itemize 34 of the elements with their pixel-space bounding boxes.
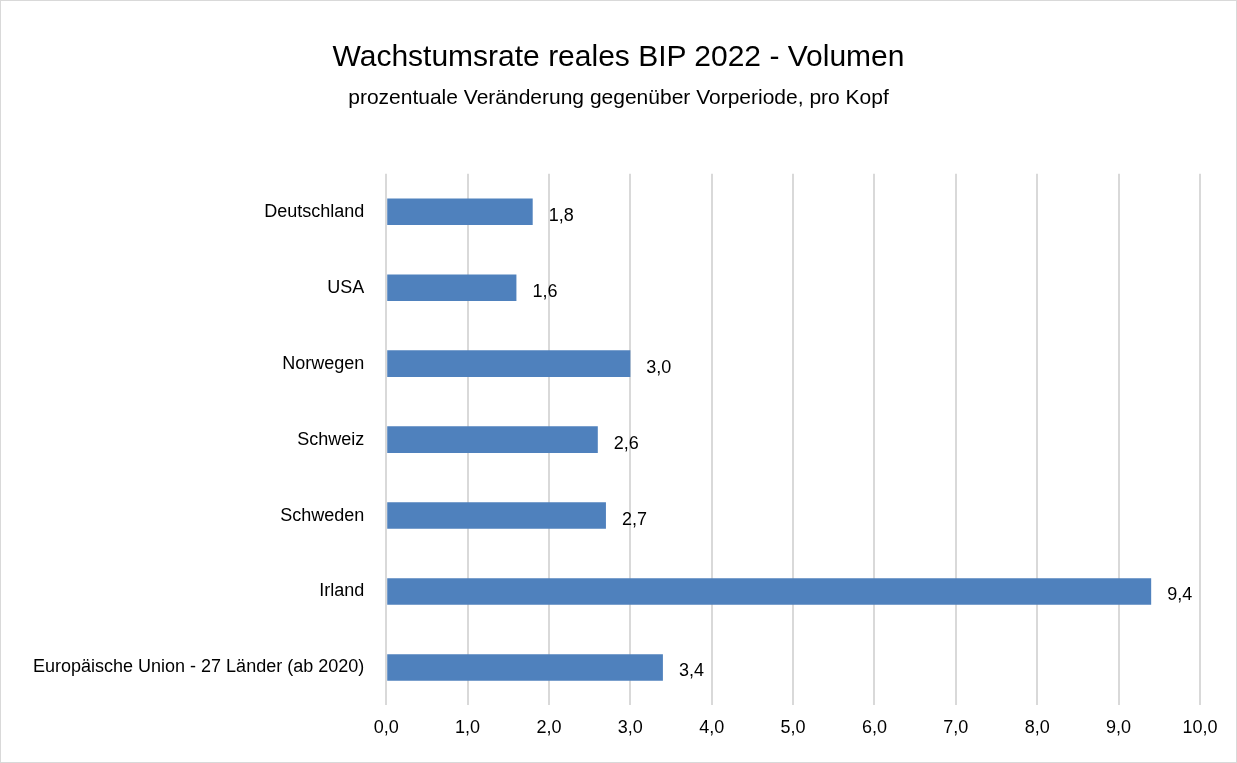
- x-tick-label: 8,0: [1024, 717, 1050, 738]
- x-tick-label: 2,0: [536, 717, 562, 738]
- x-tick-label: 9,0: [1106, 717, 1132, 738]
- y-tick-label: Schweiz: [297, 428, 365, 449]
- chart-title: Wachstumsrate reales BIP 2022 - Volumen: [331, 39, 906, 73]
- bar: [387, 350, 631, 377]
- y-tick-label: Deutschland: [264, 200, 365, 221]
- x-tick-label: 10,0: [1182, 717, 1218, 738]
- x-tick-label: 1,0: [455, 717, 481, 738]
- y-tick-label: Irland: [319, 580, 365, 601]
- bar: [387, 274, 517, 301]
- data-label: 1,8: [548, 204, 574, 225]
- data-label: 3,0: [646, 356, 672, 377]
- data-label: 3,4: [678, 660, 704, 681]
- bar: [387, 654, 663, 681]
- y-tick-label: Europäische Union - 27 Länder (ab 2020): [33, 656, 365, 677]
- chart-subtitle: prozentuale Veränderung gegenüber Vorperiode, pro Kopf: [347, 85, 890, 109]
- bar: [387, 578, 1152, 605]
- data-label: 9,4: [1167, 584, 1193, 605]
- data-label: 1,6: [532, 280, 558, 301]
- bar: [387, 426, 598, 453]
- y-tick-label: USA: [327, 276, 365, 297]
- x-tick-label: 5,0: [780, 717, 806, 738]
- bar: [387, 198, 533, 226]
- x-tick-label: 4,0: [699, 717, 725, 738]
- x-tick-label: 3,0: [617, 717, 643, 738]
- data-label: 2,6: [613, 432, 639, 453]
- y-tick-label: Schweden: [280, 504, 365, 525]
- x-tick-label: 7,0: [943, 717, 969, 738]
- data-label: 2,7: [621, 508, 647, 529]
- bar: [387, 502, 606, 529]
- y-tick-label: Norwegen: [282, 352, 365, 373]
- x-tick-label: 0,0: [373, 717, 399, 738]
- x-tick-label: 6,0: [861, 717, 887, 738]
